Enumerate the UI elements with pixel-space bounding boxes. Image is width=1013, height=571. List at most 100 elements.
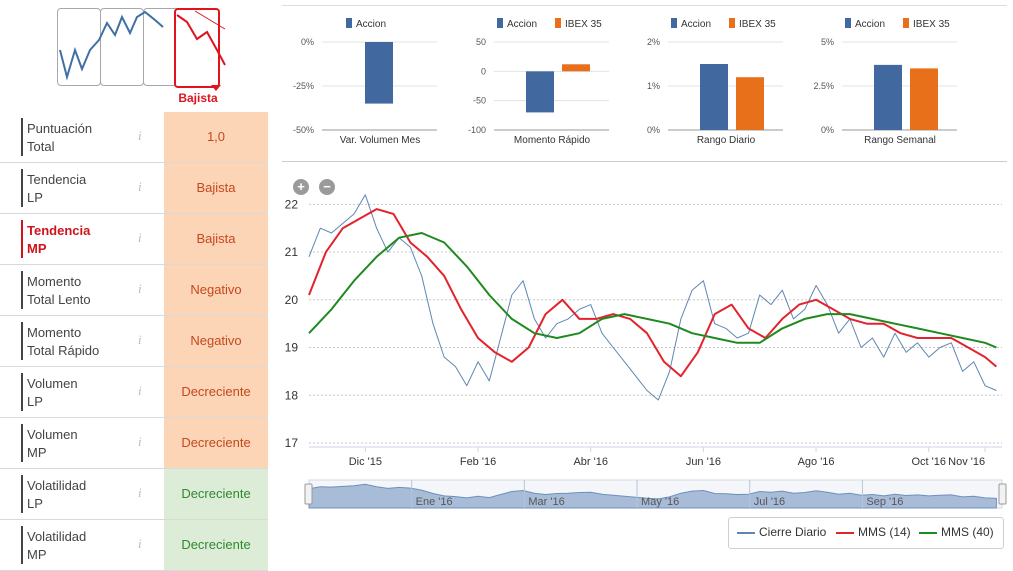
trend-selector: Bajista — [55, 5, 230, 107]
metric-label: Momento Total Lento — [27, 274, 91, 307]
navigator-area — [308, 483, 997, 509]
x-tick-label: Abr '16 — [573, 456, 608, 468]
y-tick-label: 21 — [285, 245, 299, 259]
y-tick-label: 0 — [481, 66, 486, 76]
y-tick-label: 22 — [285, 197, 299, 211]
row-indicator — [21, 373, 23, 411]
info-icon[interactable]: i — [138, 434, 142, 449]
legend-label: IBEX 35 — [565, 19, 602, 30]
divider — [282, 161, 1007, 162]
price-chart-svg: 22 21 20 19 18 17 Dic '15 Feb '16 Abr '16 Jun '16… — [285, 194, 1007, 509]
metric-row[interactable]: Tendencia MP i Bajista — [0, 214, 268, 265]
metric-label: Volumen LP — [27, 376, 78, 409]
info-icon[interactable]: i — [138, 485, 142, 500]
metric-row[interactable]: Momento Total Lento i Negativo — [0, 265, 268, 316]
x-tick-label: Feb '16 — [460, 456, 496, 468]
legend-label: Accion — [356, 19, 386, 30]
bar-accion[interactable] — [700, 64, 728, 130]
metric-row[interactable]: Tendencia LP i Bajista — [0, 163, 268, 214]
info-icon[interactable]: i — [138, 281, 142, 296]
y-tick-label: -50% — [293, 125, 314, 135]
zoom-out-icon[interactable]: − — [319, 179, 335, 195]
row-indicator — [21, 169, 23, 207]
legend-label: Accion — [855, 19, 885, 30]
navigator-handle-right[interactable] — [998, 483, 1007, 505]
metric-label: Puntuación Total — [27, 121, 93, 154]
bar-accion[interactable] — [526, 71, 554, 113]
legend-item-cierre[interactable]: Cierre Diario — [737, 525, 826, 539]
legend-label: IBEX 35 — [913, 19, 950, 30]
metric-label: Tendencia LP — [27, 172, 87, 205]
bar-accion[interactable] — [874, 64, 902, 130]
trend-option-2[interactable] — [100, 8, 144, 86]
info-icon[interactable]: i — [138, 383, 142, 398]
metric-row[interactable]: Volumen MP i Decreciente — [0, 418, 268, 469]
legend-item-mms40[interactable]: MMS (40) — [919, 525, 994, 539]
row-indicator — [21, 424, 23, 462]
y-tick-label: -50 — [473, 96, 486, 106]
y-tick-label: 0% — [301, 37, 314, 47]
legend-swatch — [836, 531, 854, 534]
metric-value: Decreciente — [164, 469, 268, 519]
legend-item-mms14[interactable]: MMS (14) — [836, 525, 911, 539]
row-indicator — [21, 475, 23, 513]
metric-row[interactable]: Puntuación Total i 1,0 — [0, 112, 268, 163]
legend-swatch — [555, 18, 561, 28]
mini-chart: Accion IBEX 35 5% 2.5% 0% Rango Semanal — [813, 18, 957, 146]
legend-swatch — [729, 18, 735, 28]
info-icon[interactable]: i — [138, 179, 142, 194]
bar-accion[interactable] — [365, 42, 393, 104]
row-indicator — [21, 220, 23, 258]
metric-value: Bajista — [164, 214, 268, 264]
mini-charts: Accion 0% -25% -50% Var. Volumen Mes Accion IB… — [282, 5, 1007, 163]
mini-chart: Accion IBEX 35 2% 1% 0% Rango Diario — [647, 18, 783, 146]
trend-line — [59, 10, 164, 81]
bar-ibex-35[interactable] — [736, 77, 764, 130]
y-tick-label: 20 — [285, 293, 299, 307]
price-chart: + − 22 21 20 19 18 17 Dic '15 Feb '16 Abr '16 Jun… — [282, 170, 1007, 558]
trend-sparkline — [59, 10, 226, 91]
metric-value: 1,0 — [164, 112, 268, 162]
series-cierre-diario[interactable] — [308, 194, 997, 401]
metrics-table: Puntuación Total i 1,0 Tendencia LP i Baji… — [0, 112, 268, 571]
mini-chart-title: Rango Semanal — [864, 135, 936, 146]
metric-label: Tendencia MP — [27, 223, 91, 256]
info-icon[interactable]: i — [138, 332, 142, 347]
metric-row[interactable]: Momento Total Rápido i Negativo — [0, 316, 268, 367]
x-tick-label: Jun '16 — [686, 456, 721, 468]
zoom-in-icon[interactable]: + — [293, 179, 309, 195]
x-tick-label: Nov '16 — [948, 456, 985, 468]
metric-value: Negativo — [164, 316, 268, 366]
mini-chart: Accion IBEX 35 50 0 -50 -100 Momento Rápido — [468, 18, 609, 146]
y-tick-label: 0% — [821, 125, 834, 135]
legend-swatch — [497, 18, 503, 28]
series-mms-40[interactable] — [308, 232, 997, 349]
legend-swatch — [903, 18, 909, 28]
metric-row[interactable]: Volumen LP i Decreciente — [0, 367, 268, 418]
legend-swatch — [845, 18, 851, 28]
metric-row[interactable]: Volatilidad MP i Decreciente — [0, 520, 268, 571]
mini-chart-title: Rango Diario — [697, 135, 756, 146]
series-mms-14[interactable] — [308, 208, 998, 378]
info-icon[interactable]: i — [138, 536, 142, 551]
legend-label: MMS (40) — [941, 525, 994, 539]
x-tick-label: Dic '15 — [349, 456, 382, 468]
legend-label: Accion — [681, 19, 711, 30]
navigator-handle-left[interactable] — [304, 483, 313, 505]
bar-ibex-35[interactable] — [562, 64, 590, 72]
info-icon[interactable]: i — [138, 128, 142, 143]
legend-label: Accion — [507, 19, 537, 30]
y-tick-label: 2% — [647, 37, 660, 47]
navigator-label: May '16 — [641, 496, 679, 508]
metric-row[interactable]: Volatilidad LP i Decreciente — [0, 469, 268, 520]
navigator-label: Jul '16 — [754, 496, 785, 508]
mini-chart: Accion 0% -25% -50% Var. Volumen Mes — [293, 18, 437, 146]
metric-label: Volatilidad MP — [27, 529, 87, 562]
row-indicator — [21, 271, 23, 309]
navigator-label: Sep '16 — [866, 496, 903, 508]
bar-ibex-35[interactable] — [910, 68, 938, 130]
y-tick-label: 1% — [647, 81, 660, 91]
legend-swatch — [671, 18, 677, 28]
info-icon[interactable]: i — [138, 230, 142, 245]
y-tick-label: 50 — [476, 37, 486, 47]
